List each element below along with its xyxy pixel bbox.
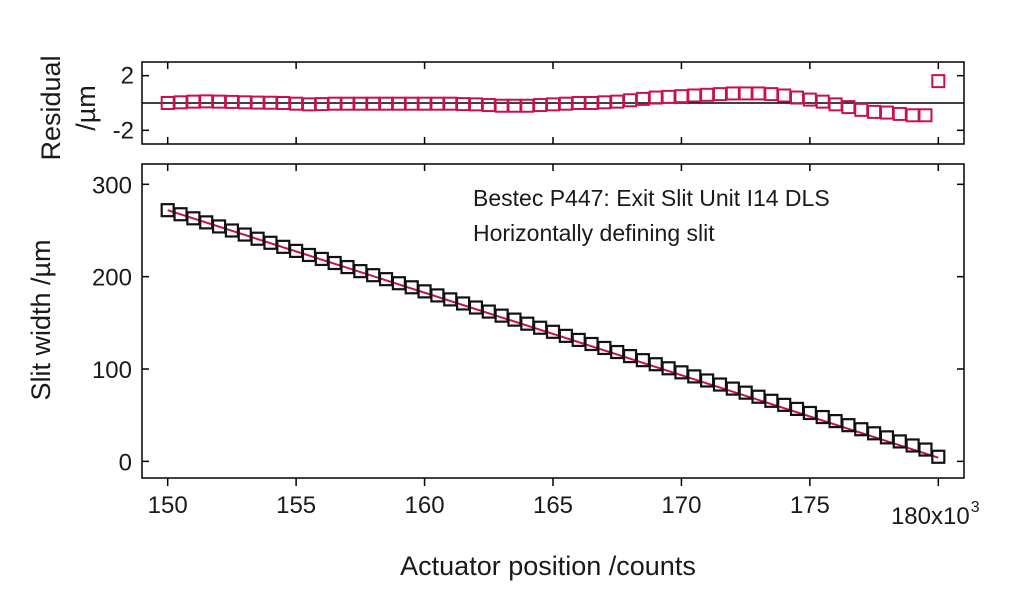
residual-ytick-label: -2 [113,117,134,144]
main-ytick-label: 0 [119,449,132,476]
main-marker [931,449,946,464]
residual-ytick-label: 2 [121,63,134,90]
residual-marker [533,98,548,113]
residual-marker [661,89,676,104]
residual-marker [468,97,483,112]
main-panel: 0 100 200 300 150 155 160 165 170 175 180x10 3 Bes… [26,62,980,581]
residual-marker [790,90,805,105]
residual-marker [867,104,882,119]
residual-marker [494,98,509,113]
main-xtick-label: 180x10 [891,503,970,530]
residual-marker [764,87,779,102]
residual-marker [828,97,843,112]
residual-marker [815,94,830,109]
main-xtick-label: 165 [533,492,573,519]
residual-marker [224,94,239,109]
residual-marker [918,108,933,123]
residual-marker [879,105,894,120]
x-exponent-label: 3 [971,499,980,516]
residual-marker [854,102,869,117]
residual-marker [507,98,522,113]
main-xtick-label: 170 [661,492,701,519]
residual-marker [687,88,702,103]
main-y-ticks: 0 100 200 300 [92,172,964,476]
main-xtick-label: 155 [276,492,316,519]
main-plot-frame [141,163,965,479]
residual-marker [700,87,715,102]
main-x-ticks: 150 155 160 165 170 175 180x10 3 [148,62,980,530]
residual-marker [905,108,920,123]
residual-marker [623,93,638,108]
main-ytick-label: 100 [92,357,132,384]
residual-marker [199,94,214,109]
residual-ylabel-line2: /µm [71,85,101,131]
residual-marker [674,89,689,104]
annotation-line1: Bestec P447: Exit Slit Unit I14 DLS [473,185,830,211]
residual-marker [481,98,496,113]
main-xlabel: Actuator position /counts [400,551,696,581]
main-marker [918,442,933,457]
residual-marker [610,94,625,109]
residual-marker [802,92,817,107]
main-ytick-label: 200 [92,265,132,292]
residual-marker [546,97,560,112]
residual-marker [456,97,471,112]
residual-marker [892,106,907,121]
main-ytick-label: 300 [92,172,132,199]
main-markers [160,203,946,464]
fit-line [167,209,939,459]
residual-marker [712,87,727,102]
residual-marker [301,97,316,112]
residual-marker [648,90,663,105]
main-xtick-label: 150 [148,492,188,519]
residual-marker [931,74,946,89]
main-ylabel: Slit width /µm [26,239,56,400]
main-xtick-label: 175 [790,492,830,519]
residual-marker [186,94,201,109]
residual-marker [520,98,535,113]
residual-ylabel-line1: Residual [36,55,66,160]
residual-marker [777,88,792,103]
residual-marker [751,86,766,101]
annotation-line2: Horizontally defining slit [473,220,715,246]
residual-marker [725,86,740,101]
residual-y-ticks: 2 -2 [113,63,964,144]
residual-marker [212,94,227,109]
residual-marker [314,97,329,112]
main-xtick-label: 160 [405,492,445,519]
residual-markers [160,74,946,123]
residual-panel: 2 -2 Residual /µm [36,55,965,161]
residual-marker [738,86,753,101]
